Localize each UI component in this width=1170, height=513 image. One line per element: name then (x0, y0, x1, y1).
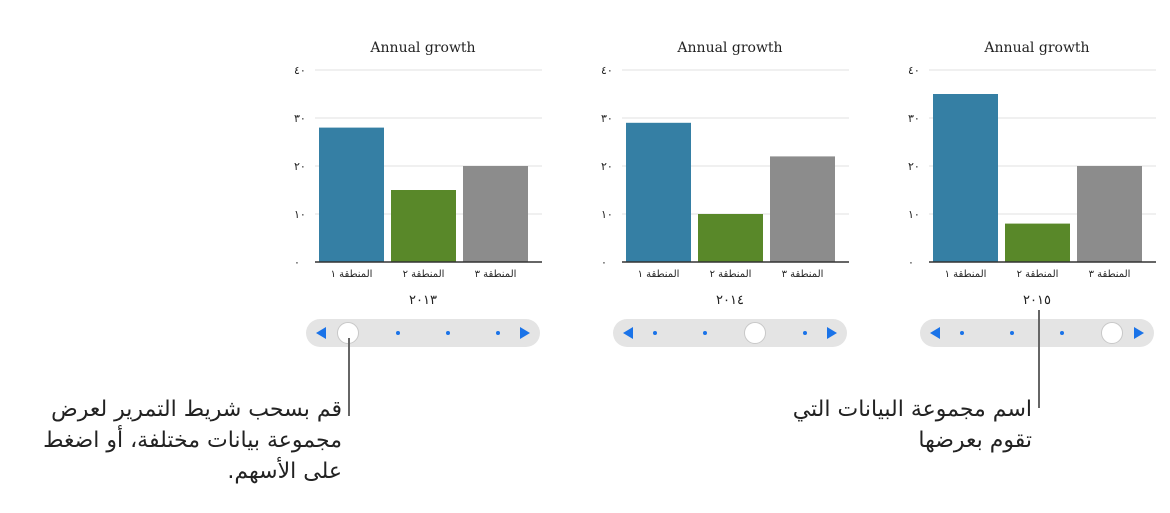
y-tick-label: ١٠ (908, 208, 920, 221)
slider-thumb[interactable] (744, 322, 766, 344)
slider-thumb[interactable] (1101, 322, 1123, 344)
slider-callout-text: قم بسحب شريط التمرير لعرض مجموعة بيانات … (43, 397, 342, 484)
bar (933, 94, 998, 262)
bar (770, 156, 835, 262)
category-label: المنطقة ٢ (1017, 269, 1059, 280)
dataset-slider[interactable] (613, 319, 847, 347)
slider-callout-line (348, 338, 350, 416)
bar (1005, 223, 1070, 262)
category-label: المنطقة ١ (638, 269, 680, 280)
category-label: المنطقة ٢ (710, 269, 752, 280)
y-tick-label: ٠ (908, 256, 914, 269)
chart-title: Annual growth (369, 40, 475, 56)
slider-position-dot (803, 331, 807, 335)
category-label: المنطقة ٣ (475, 269, 517, 280)
chart-svg: Annual growth ٢٠١٣ ٠ ١٠ ٢٠ ٣٠ ٤٠ المنطقة ١ الم… (294, 40, 542, 308)
y-tick-label: ٤٠ (294, 64, 306, 77)
dataset-label: ٢٠١٤ (716, 293, 744, 308)
chart-svg: Annual growth ٢٠١٤ ٠ ١٠ ٢٠ ٣٠ ٤٠ المنطقة ١ الم… (601, 40, 849, 308)
slider-position-dot (703, 331, 707, 335)
dataset-label: ٢٠١٥ (1023, 293, 1051, 308)
category-label: المنطقة ١ (331, 269, 373, 280)
next-arrow-icon[interactable] (520, 327, 530, 339)
y-tick-label: ٤٠ (601, 64, 613, 77)
y-tick-label: ٣٠ (601, 112, 613, 125)
bar (463, 166, 528, 262)
next-arrow-icon[interactable] (827, 327, 837, 339)
slider-position-dot (496, 331, 500, 335)
dataset-slider[interactable] (920, 319, 1154, 347)
slider-position-dot (396, 331, 400, 335)
y-tick-label: ٠ (294, 256, 300, 269)
bar (626, 122, 691, 262)
bar (391, 190, 456, 262)
next-arrow-icon[interactable] (1134, 327, 1144, 339)
slider-position-dot (1010, 331, 1014, 335)
chart-title: Annual growth (983, 40, 1089, 56)
y-tick-label: ٢٠ (908, 160, 920, 173)
category-label: المنطقة ٣ (782, 269, 824, 280)
chart-svg: Annual growth ٢٠١٥ ٠ ١٠ ٢٠ ٣٠ ٤٠ المنطقة ١ الم… (908, 40, 1156, 308)
category-label: المنطقة ٢ (403, 269, 445, 280)
previous-arrow-icon[interactable] (623, 327, 633, 339)
chart-2013: Annual growth ٢٠١٣ ٠ ١٠ ٢٠ ٣٠ ٤٠ المنطقة ١ الم… (290, 30, 542, 320)
chart-title: Annual growth (676, 40, 782, 56)
y-tick-label: ٣٠ (908, 112, 920, 125)
category-label: المنطقة ١ (945, 269, 987, 280)
y-tick-label: ٣٠ (294, 112, 306, 125)
slider-position-dot (1060, 331, 1064, 335)
previous-arrow-icon[interactable] (930, 327, 940, 339)
bar (698, 214, 763, 262)
y-tick-label: ٤٠ (908, 64, 920, 77)
previous-arrow-icon[interactable] (316, 327, 326, 339)
bar (1077, 166, 1142, 262)
y-tick-label: ١٠ (294, 208, 306, 221)
slider-position-dot (653, 331, 657, 335)
dataset-label: ٢٠١٣ (409, 293, 437, 308)
dataset-callout-line (1038, 310, 1040, 408)
dataset-slider[interactable] (306, 319, 540, 347)
y-tick-label: ٠ (601, 256, 607, 269)
slider-position-dot (960, 331, 964, 335)
category-label: المنطقة ٣ (1089, 269, 1131, 280)
slider-position-dot (446, 331, 450, 335)
y-tick-label: ٢٠ (294, 160, 306, 173)
bar (319, 127, 384, 262)
y-tick-label: ٢٠ (601, 160, 613, 173)
chart-2014: Annual growth ٢٠١٤ ٠ ١٠ ٢٠ ٣٠ ٤٠ المنطقة ١ الم… (597, 30, 849, 320)
y-tick-label: ١٠ (601, 208, 613, 221)
dataset-callout-text: اسم مجموعة البيانات التي تقوم بعرضها (792, 397, 1032, 453)
chart-2015: Annual growth ٢٠١٥ ٠ ١٠ ٢٠ ٣٠ ٤٠ المنطقة ١ الم… (904, 30, 1156, 320)
